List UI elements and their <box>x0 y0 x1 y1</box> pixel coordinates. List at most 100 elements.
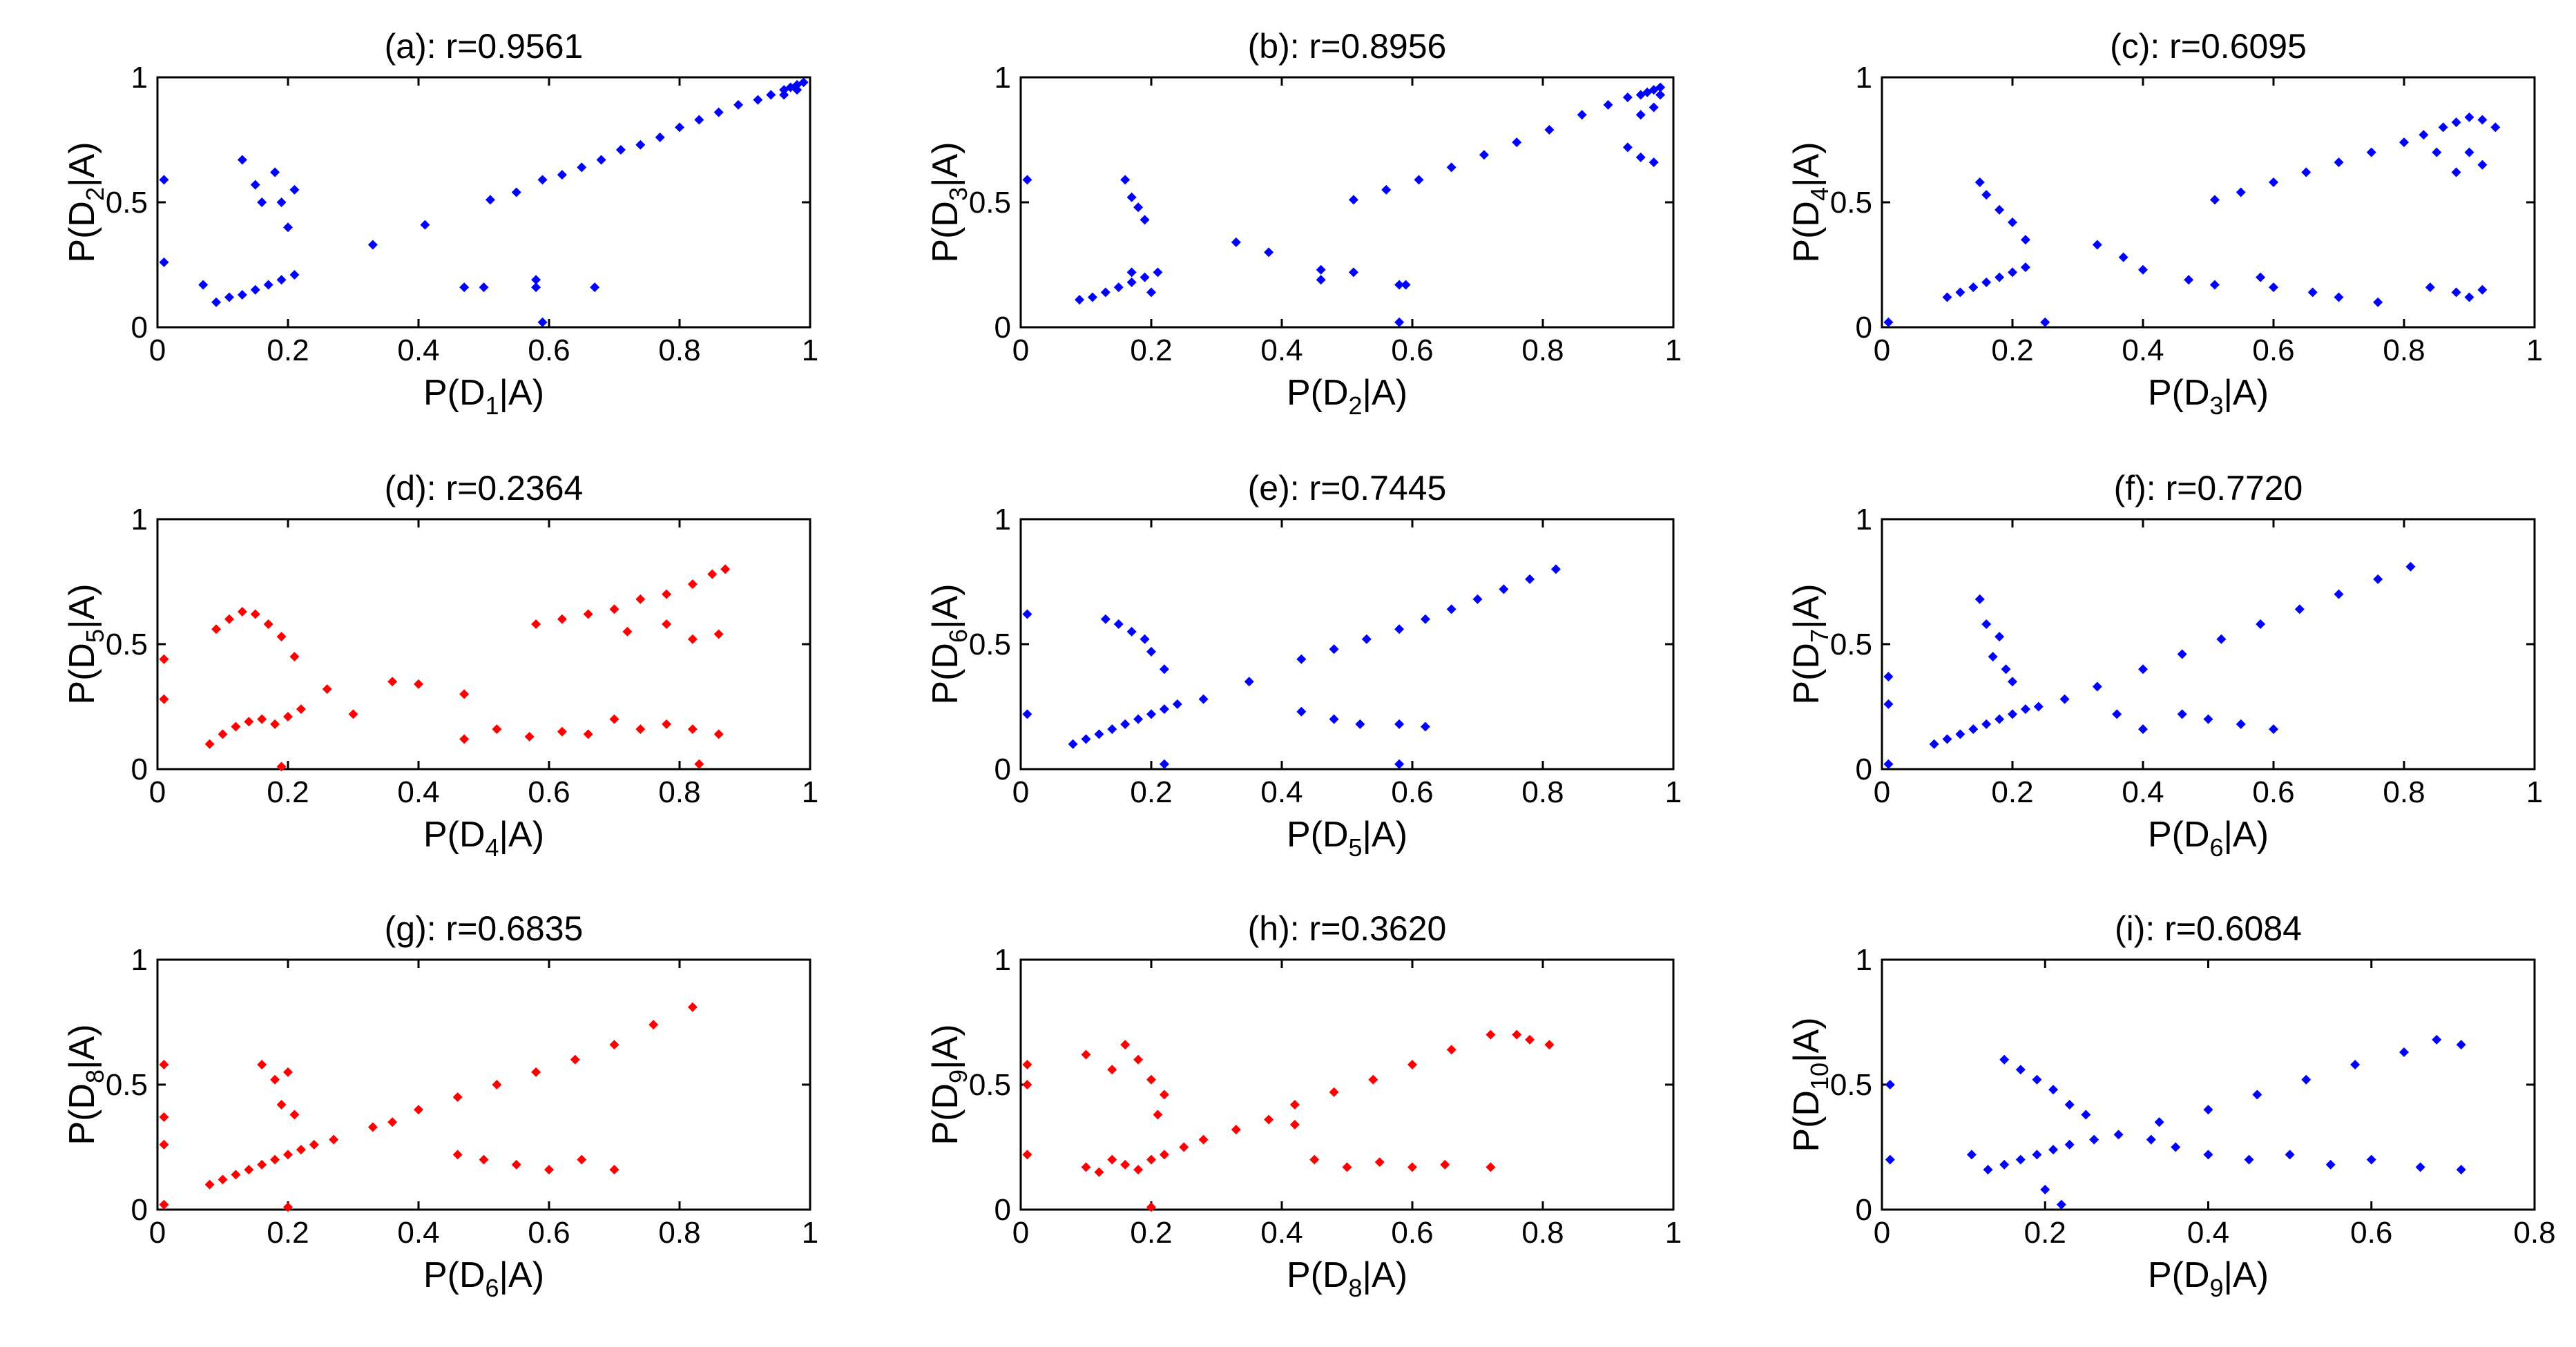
scatter-point <box>283 222 293 233</box>
x-tick-label: 0 <box>1012 1216 1029 1250</box>
x-axis-label-prefix: P(D <box>2148 815 2210 855</box>
scatter-point <box>1420 614 1430 624</box>
scatter-point <box>779 90 789 100</box>
y-axis-label-subscript: 10 <box>1805 1063 1834 1090</box>
x-axis-label-subscript: 4 <box>486 833 499 862</box>
scatter-point <box>557 170 567 180</box>
scatter-point <box>1420 721 1430 732</box>
scatter-point <box>2432 147 2442 157</box>
scatter-point <box>2184 275 2194 285</box>
scatter-point <box>218 729 228 739</box>
scatter-point <box>524 731 535 742</box>
scatter-point <box>485 195 495 205</box>
scatter-point <box>687 634 698 644</box>
scatter-point <box>662 619 672 630</box>
scatter-point <box>2477 159 2488 170</box>
scatter-point <box>387 1117 398 1127</box>
scatter-point <box>1198 694 1209 704</box>
x-tick-label: 0.6 <box>528 1216 570 1250</box>
scatter-point <box>1446 604 1457 614</box>
scatter-point <box>1126 277 1137 287</box>
y-axis-label-suffix: |A) <box>62 583 102 629</box>
subplot-e: 0 0.2 0.4 0.6 0.8 100.51(e): r=0.7445P(D5|A)P… <box>925 469 1682 862</box>
y-tick-label: 0.5 <box>106 186 148 220</box>
scatter-point <box>1550 564 1561 574</box>
scatter-point <box>2209 280 2220 290</box>
scatter-point <box>2008 677 2017 687</box>
x-axis-label-subscript: 6 <box>486 1274 499 1302</box>
x-tick-label: 0.8 <box>658 1216 700 1250</box>
scatter-point <box>1381 184 1392 195</box>
scatter-point <box>2154 1117 2164 1127</box>
scatter-point <box>713 629 724 639</box>
x-tick-label: 0.2 <box>267 333 309 367</box>
scatter-point <box>707 569 718 579</box>
scatter-point <box>1414 175 1424 185</box>
x-tick-label: 0.8 <box>2383 775 2425 809</box>
y-tick-label: 0 <box>994 753 1011 786</box>
x-tick-label: 0.2 <box>2024 1216 2066 1250</box>
scatter-point <box>276 197 287 207</box>
scatter-point <box>237 289 247 300</box>
scatter-point <box>2301 167 2311 177</box>
scatter-point <box>1107 1154 1117 1165</box>
scatter-point <box>1479 150 1489 160</box>
scatter-point <box>204 739 215 749</box>
scatter-point <box>2112 709 2122 719</box>
x-axis-label-subscript: 8 <box>1349 1274 1363 1302</box>
scatter-point <box>1486 1162 1496 1172</box>
scatter-point <box>2008 267 2017 278</box>
scatter-point <box>2464 292 2474 302</box>
scatter-point <box>2001 664 2011 675</box>
scatter-point <box>289 652 300 662</box>
scatter-point <box>2008 217 2017 227</box>
x-axis-label: P(D3|A) <box>2148 373 2269 420</box>
y-tick-label: 1 <box>131 943 148 977</box>
scatter-point <box>1022 1080 1032 1089</box>
y-tick-label: 1 <box>1856 943 1872 977</box>
scatter-point <box>511 187 521 197</box>
scatter-point <box>1159 1150 1169 1160</box>
scatter-point <box>2399 1047 2409 1057</box>
scatter-point <box>622 626 633 637</box>
scatter-point <box>244 717 254 727</box>
scatter-point <box>2285 1150 2295 1160</box>
subplot-a: 0 0.2 0.4 0.6 0.8 100.51(a): r=0.9561P(D1|A)P… <box>62 27 818 420</box>
scatter-series <box>1883 561 2416 769</box>
scatter-point <box>2477 115 2488 125</box>
scatter-point <box>1159 664 1169 675</box>
y-axis-label-subscript: 6 <box>944 629 972 643</box>
scatter-series <box>159 564 731 772</box>
scatter-point <box>635 139 646 150</box>
y-axis-label-subscript: 8 <box>81 1069 109 1083</box>
scatter-point <box>2256 272 2266 282</box>
scatter-point <box>1368 1074 1378 1085</box>
scatter-point <box>479 1154 489 1165</box>
scatter-point <box>1022 175 1032 185</box>
x-tick-label: 0 <box>149 333 166 367</box>
subplot-title: (d): r=0.2364 <box>385 469 584 507</box>
scatter-point <box>1655 82 1666 93</box>
scatter-point <box>1446 1045 1457 1055</box>
scatter-point <box>1883 672 1894 682</box>
y-axis-label: P(D7|A) <box>1787 583 1834 704</box>
scatter-point <box>1525 574 1535 584</box>
scatter-point <box>1296 706 1307 717</box>
scatter-point <box>1446 162 1457 173</box>
scatter-point <box>1100 614 1111 624</box>
scatter-point <box>1622 142 1633 153</box>
y-axis-label: P(D2|A) <box>62 142 109 262</box>
scatter-point <box>1622 92 1633 102</box>
scatter-point <box>1081 734 1091 744</box>
scatter-point <box>609 1040 619 1050</box>
y-axis-label-prefix: P(D <box>925 643 965 705</box>
x-axis-label: P(D6|A) <box>2148 815 2269 862</box>
y-axis-label-suffix: |A) <box>1787 1017 1827 1063</box>
scatter-point <box>1995 204 2005 215</box>
x-axis-label-prefix: P(D <box>423 1255 486 1295</box>
scatter-point <box>1120 1159 1131 1170</box>
x-tick-label: 1 <box>2526 333 2543 367</box>
scatter-point <box>2456 1165 2466 1175</box>
scatter-point <box>2373 574 2383 584</box>
scatter-point <box>1316 275 1326 285</box>
